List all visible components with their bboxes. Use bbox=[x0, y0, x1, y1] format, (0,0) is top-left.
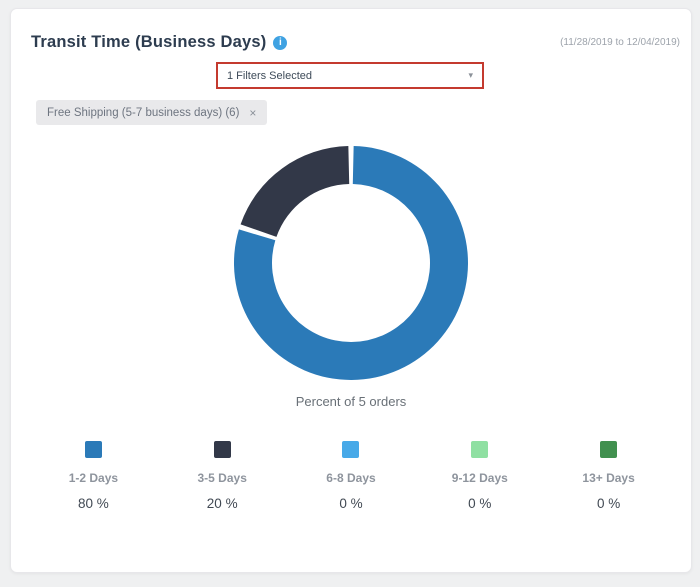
legend-item[interactable]: 9-12 Days 0 % bbox=[415, 441, 544, 511]
filter-tag: Free Shipping (5-7 business days) (6) × bbox=[36, 100, 268, 125]
info-icon[interactable]: i bbox=[273, 36, 288, 50]
legend-label: 9-12 Days bbox=[451, 471, 508, 485]
donut-segment-1-2-days[interactable] bbox=[233, 146, 468, 380]
legend-percent: 80 % bbox=[78, 496, 109, 511]
legend-swatch bbox=[213, 441, 231, 458]
transit-time-card: Transit Time (Business Days) i (11/28/201… bbox=[10, 8, 692, 573]
chart-caption: Percent of 5 orders bbox=[295, 394, 407, 409]
legend-label: 6-8 Days bbox=[326, 471, 376, 485]
date-range-label: (11/28/2019 to 12/04/2019) bbox=[560, 37, 680, 48]
legend-item[interactable]: 6-8 Days 0 % bbox=[287, 441, 416, 511]
legend-percent: 20 % bbox=[206, 496, 238, 511]
legend-percent: 0 % bbox=[339, 496, 363, 511]
legend-swatch bbox=[342, 441, 360, 458]
legend-swatch bbox=[84, 441, 102, 458]
filter-tag-close-icon[interactable]: × bbox=[249, 105, 257, 120]
legend: 1-2 Days 80 % 3-5 Days 20 % 6-8 Days 0 % 9-12 … bbox=[29, 441, 673, 511]
legend-label: 1-2 Days bbox=[68, 471, 119, 485]
chevron-down-icon: ▾ bbox=[468, 70, 473, 80]
legend-percent: 0 % bbox=[468, 496, 492, 511]
legend-item[interactable]: 13+ Days 0 % bbox=[544, 441, 673, 511]
card-title: Transit Time (Business Days) i bbox=[31, 33, 288, 52]
legend-swatch bbox=[600, 441, 618, 458]
legend-label: 13+ Days bbox=[582, 471, 635, 485]
legend-percent: 0 % bbox=[596, 496, 621, 511]
legend-item[interactable]: 3-5 Days 20 % bbox=[158, 441, 287, 511]
legend-swatch bbox=[471, 441, 489, 458]
filters-dropdown-value: 1 Filters Selected bbox=[227, 69, 312, 82]
filters-dropdown[interactable]: 1 Filters Selected ▾ bbox=[216, 62, 484, 89]
legend-label: 3-5 Days bbox=[197, 471, 247, 485]
filter-tag-label: Free Shipping (5-7 business days) (6) bbox=[47, 106, 240, 119]
donut-segment-3-5-days[interactable] bbox=[240, 146, 350, 237]
legend-item[interactable]: 1-2 Days 80 % bbox=[29, 441, 158, 511]
donut-chart bbox=[233, 146, 468, 380]
card-title-text: Transit Time (Business Days) bbox=[31, 33, 267, 51]
